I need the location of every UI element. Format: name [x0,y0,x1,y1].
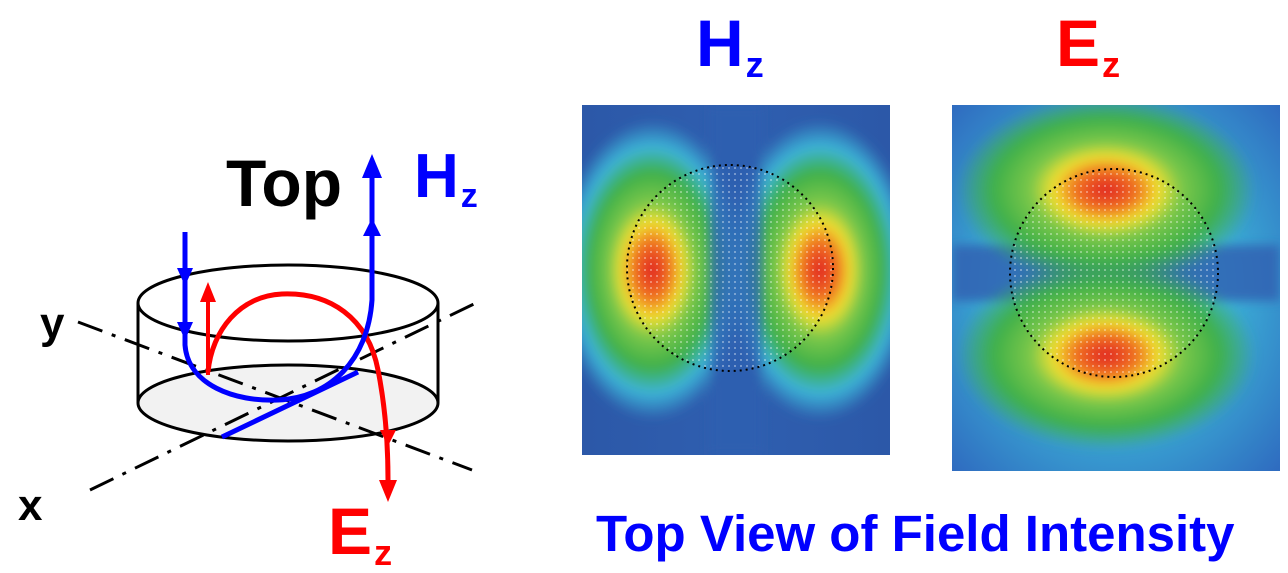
hz-title-main: H [696,6,744,80]
label-x: x [18,481,43,530]
hz-base-line [220,369,360,440]
ez-field-line [205,291,391,481]
ez-mid-arrowhead [380,430,396,446]
hz-field-line [182,168,375,403]
ez-diagram-main: E [328,494,373,568]
ez-small-arrowhead [200,282,216,302]
hz-arrowhead-top [362,154,382,178]
hz-arrowhead-mid [363,218,381,236]
hz-diagram-sub: z [460,177,478,216]
ez-diagram-sub: z [374,531,393,573]
hz-diagram-label: Hz [414,146,478,214]
ez-diagram-label: Ez [328,498,392,571]
label-y: y [40,299,65,348]
x-axis [89,300,479,492]
ez-title-sub: z [1102,43,1121,85]
hz-intensity-map [582,105,890,455]
ez-intensity-map [952,105,1280,471]
ez-title-main: E [1056,6,1101,80]
ez-arrowhead [379,480,397,502]
hz-arrowhead-down-2 [177,322,193,340]
hz-panel-title: Hz [696,10,764,83]
ez-panel-title: Ez [1056,10,1120,83]
hz-title-sub: z [745,43,764,85]
hz-diagram-main: H [414,142,459,211]
y-axis [77,320,473,472]
resonator-schematic [77,154,479,502]
figure-caption: Top View of Field Intensity [596,505,1235,562]
hz-arrowhead-down-1 [177,268,193,286]
label-top: Top [226,146,343,220]
